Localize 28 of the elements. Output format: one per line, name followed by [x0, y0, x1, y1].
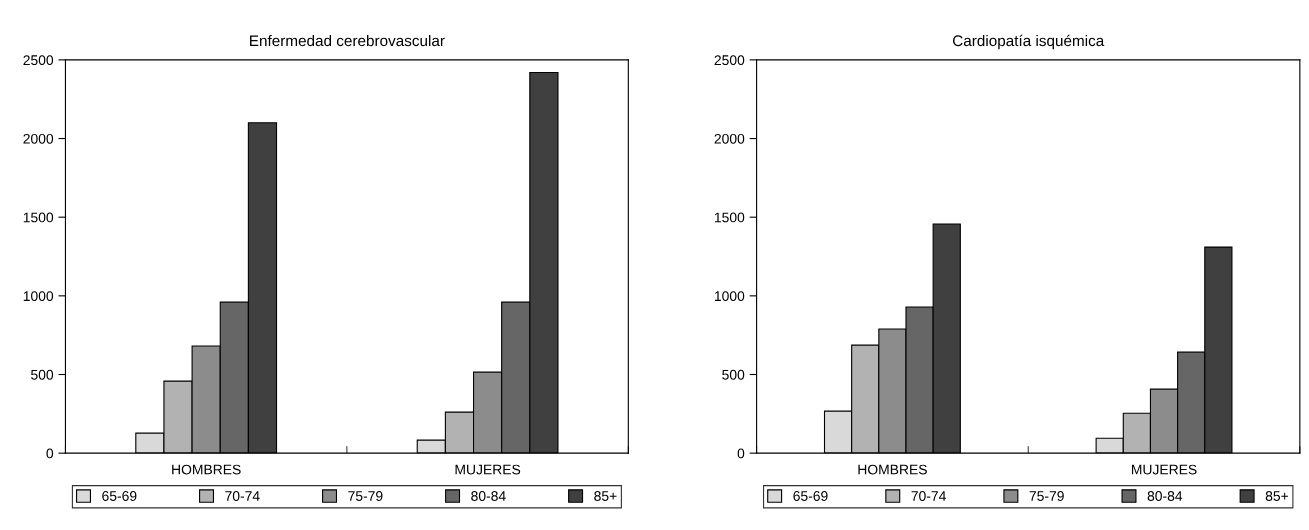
- legend-label: 65-69: [793, 491, 828, 501]
- chart-title: Cardiopatía isquémica: [953, 34, 1105, 50]
- legend-label: 75-79: [348, 491, 383, 501]
- y-tick-label: 500: [722, 369, 745, 380]
- legend-label: 80-84: [471, 491, 506, 501]
- legend-label: 85+: [1265, 491, 1289, 501]
- y-tick-label: 2500: [714, 55, 745, 66]
- y-tick-label: 2000: [23, 133, 54, 144]
- x-tick-label: HOMBRES: [172, 464, 241, 475]
- legend-label: 80-84: [1147, 491, 1183, 501]
- y-tick-label: 2000: [714, 133, 745, 144]
- y-tick-label: 0: [737, 448, 745, 459]
- y-tick-label: 1500: [23, 212, 54, 223]
- legend-label: 65-69: [102, 491, 137, 501]
- y-tick-label: 0: [46, 448, 54, 459]
- legend-label: 85+: [594, 491, 617, 501]
- legend-label: 70-74: [911, 491, 946, 501]
- x-tick-label: MUJERES: [455, 464, 521, 475]
- chart-title: Enfermedad cerebrovascular: [250, 34, 445, 47]
- y-tick-label: 2500: [23, 55, 54, 66]
- y-tick-label: 1000: [714, 291, 745, 302]
- legend-label: 75-79: [1029, 491, 1064, 501]
- y-tick-label: 1500: [714, 212, 745, 223]
- x-tick-label: HOMBRES: [858, 464, 927, 475]
- legend-label: 70-74: [225, 491, 260, 501]
- y-tick-label: 1000: [23, 291, 54, 302]
- y-tick-label: 500: [31, 369, 54, 380]
- x-tick-label: MUJERES: [1131, 464, 1197, 475]
